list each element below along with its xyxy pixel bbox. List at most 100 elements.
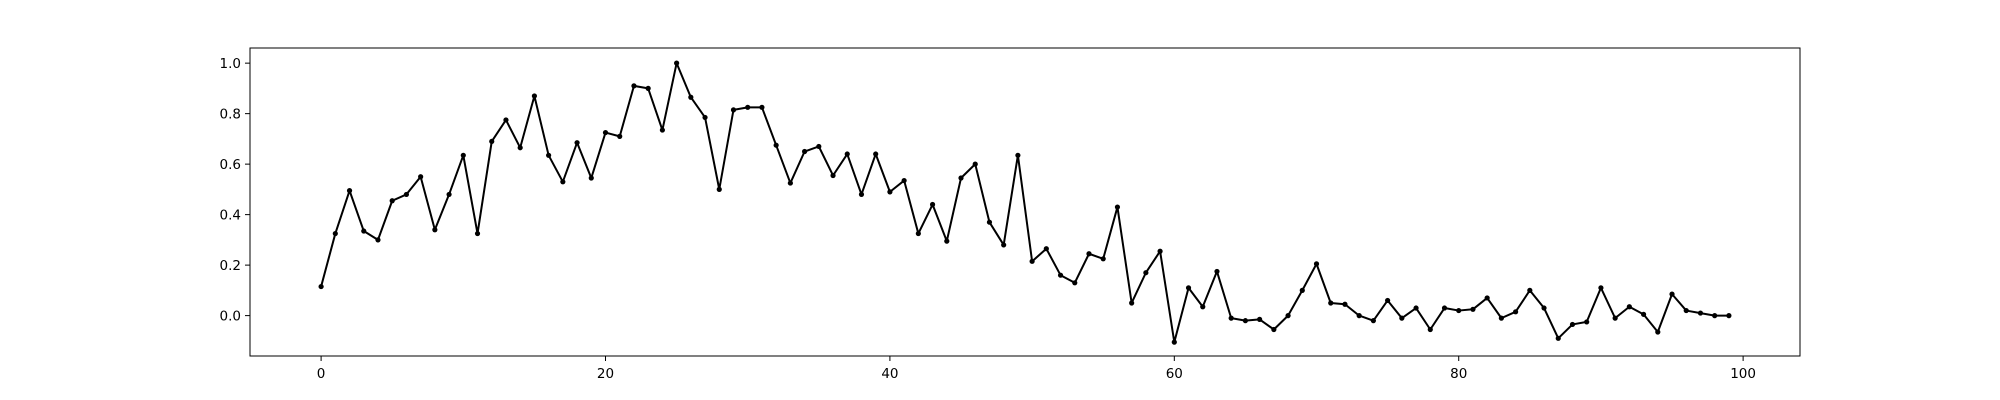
data-point: [1370, 318, 1376, 324]
data-point: [375, 237, 381, 243]
data-point: [602, 129, 609, 136]
data-point: [1242, 318, 1249, 324]
data-point: [574, 140, 580, 146]
data-point: [659, 127, 665, 133]
data-point: [1669, 291, 1675, 297]
data-point: [1413, 305, 1419, 311]
data-point: [745, 104, 751, 110]
data-point: [1612, 315, 1618, 321]
data-point: [887, 189, 893, 195]
data-point: [1569, 321, 1576, 328]
data-point: [1484, 295, 1490, 301]
y-tick-label: 0.4: [220, 208, 241, 224]
data-point: [1712, 313, 1718, 319]
data-point: [801, 148, 808, 155]
data-point: [460, 152, 466, 158]
data-point: [702, 114, 708, 121]
data-point: [1100, 256, 1106, 262]
data-point: [517, 145, 523, 151]
data-point: [1043, 246, 1049, 252]
data-point: [318, 283, 324, 290]
data-point: [674, 60, 680, 66]
data-point: [489, 138, 495, 145]
data-point: [1313, 261, 1320, 267]
data-point: [1513, 309, 1519, 315]
y-tick-label: 0.6: [220, 157, 241, 173]
data-point: [844, 151, 850, 157]
y-axis: 0.0 0.2 0.4 0.6 0.8 1.0: [220, 56, 250, 325]
data-point: [944, 238, 950, 244]
axes-frame: [249, 47, 1801, 357]
data-point: [1655, 329, 1661, 335]
data-point: [389, 198, 395, 204]
data-point: [1185, 285, 1192, 291]
data-point: [915, 230, 921, 237]
data-point: [1029, 258, 1035, 264]
data-point: [873, 151, 879, 157]
data-point: [403, 191, 410, 198]
data-point: [1129, 300, 1135, 306]
data-point: [1555, 335, 1561, 341]
series-line: [320, 62, 1729, 344]
data-point: [617, 133, 623, 139]
data-point: [1328, 300, 1334, 306]
data-point: [531, 93, 538, 99]
data-point: [901, 177, 907, 184]
data-point: [1427, 326, 1433, 333]
data-point: [1399, 315, 1405, 321]
data-point: [1342, 301, 1348, 307]
data-point: [688, 94, 694, 100]
data-point: [588, 175, 594, 181]
data-point: [1001, 242, 1007, 248]
data-point: [1157, 248, 1163, 254]
data-point: [816, 143, 822, 150]
y-tick-label: 1.0: [220, 56, 241, 72]
x-tick-label: 20: [597, 366, 614, 382]
plot-area: [318, 60, 1732, 345]
data-point: [1498, 315, 1504, 321]
data-point: [830, 172, 836, 179]
data-point: [1584, 319, 1590, 325]
y-tick-label: 0.8: [220, 107, 241, 123]
data-point: [1171, 339, 1177, 345]
data-point: [1228, 315, 1234, 321]
data-point: [446, 191, 452, 198]
data-point: [645, 85, 651, 91]
data-point: [361, 228, 367, 234]
x-axis: 0 20 40 60 80 100: [317, 356, 1756, 382]
data-point: [1541, 305, 1547, 311]
data-point: [1598, 285, 1604, 291]
data-point: [1285, 313, 1291, 319]
data-point: [1086, 251, 1092, 257]
x-tick-label: 80: [1450, 366, 1467, 382]
data-point: [1200, 304, 1206, 310]
data-point: [1271, 326, 1277, 333]
data-point: [1385, 297, 1391, 304]
data-point: [1441, 305, 1448, 311]
data-point: [503, 117, 509, 123]
data-point: [858, 191, 865, 198]
data-point: [1356, 313, 1362, 319]
data-point: [773, 142, 779, 148]
data-point: [1527, 287, 1533, 293]
data-point: [972, 161, 978, 167]
y-tick-label: 0.2: [220, 258, 241, 274]
data-point: [787, 180, 793, 186]
data-point: [1143, 270, 1149, 276]
x-tick-label: 60: [1166, 366, 1183, 382]
data-point: [332, 230, 338, 237]
data-point: [1640, 311, 1647, 317]
data-point: [1470, 306, 1476, 312]
data-point: [346, 188, 353, 194]
data-point: [1683, 307, 1689, 314]
x-tick-label: 0: [317, 366, 326, 382]
data-point: [1057, 272, 1064, 278]
data-point: [631, 83, 637, 89]
data-point: [1726, 313, 1732, 319]
data-point: [1214, 268, 1220, 275]
data-point: [929, 201, 936, 208]
data-point: [418, 174, 424, 180]
data-point: [958, 175, 964, 181]
